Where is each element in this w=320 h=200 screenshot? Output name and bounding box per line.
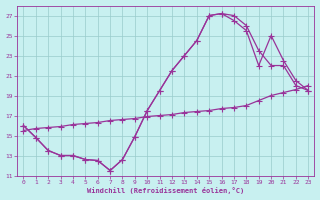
X-axis label: Windchill (Refroidissement éolien,°C): Windchill (Refroidissement éolien,°C) <box>87 187 244 194</box>
